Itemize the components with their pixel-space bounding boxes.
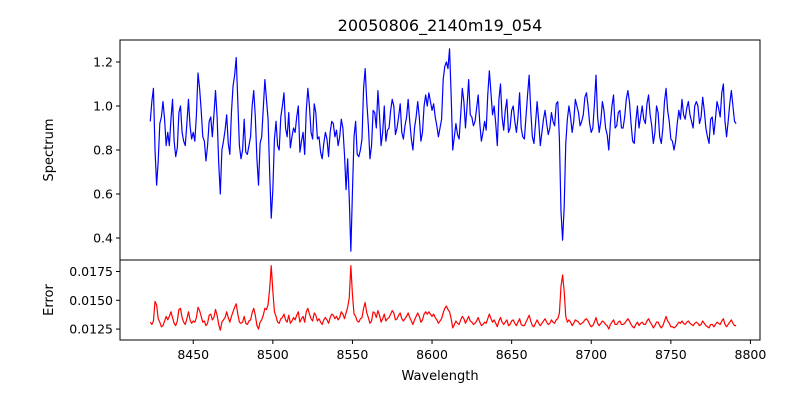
chart-title: 20050806_2140m19_054 [338, 16, 543, 36]
x-axis-label: Wavelength [401, 369, 478, 384]
error-y-tick-label: 0.0125 [69, 322, 113, 337]
error-axes-frame [119, 259, 761, 341]
error-y-label: Error [42, 284, 57, 316]
x-axis: 8450 8500 8550 8600 8650 8700 8750 8800 [177, 340, 766, 362]
x-tick-label: 8550 [337, 347, 369, 362]
spectrum-y-tick-label: 0.6 [93, 187, 113, 202]
spectrum-y-label: Spectrum [42, 119, 57, 182]
x-tick-label: 8600 [416, 347, 448, 362]
spectrum-y-axis: 0.4 0.6 0.8 1.0 1.2 [93, 55, 120, 246]
spectrum-panel: 0.4 0.6 0.8 1.0 1.2 Spectrum [42, 39, 761, 261]
x-tick-label: 8800 [735, 347, 767, 362]
error-line [149, 265, 737, 331]
x-tick-label: 8450 [177, 347, 209, 362]
x-tick-label: 8500 [257, 347, 289, 362]
x-tick-label: 8700 [575, 347, 607, 362]
spectrum-axes-frame [119, 39, 761, 261]
spectrum-y-tick-label: 1.2 [93, 55, 113, 70]
spectrum-y-tick-label: 1.0 [93, 99, 113, 114]
spectrum-line [149, 48, 737, 252]
error-y-axis: 0.0125 0.0150 0.0175 [69, 264, 120, 337]
error-panel: 0.0125 0.0150 0.0175 Error [42, 259, 761, 341]
spectrum-y-tick-label: 0.8 [93, 143, 113, 158]
spectrum-y-tick-label: 0.4 [93, 231, 113, 246]
x-tick-label: 8750 [655, 347, 687, 362]
x-tick-label: 8650 [496, 347, 528, 362]
error-y-tick-label: 0.0175 [69, 264, 113, 279]
error-y-tick-label: 0.0150 [69, 293, 113, 308]
